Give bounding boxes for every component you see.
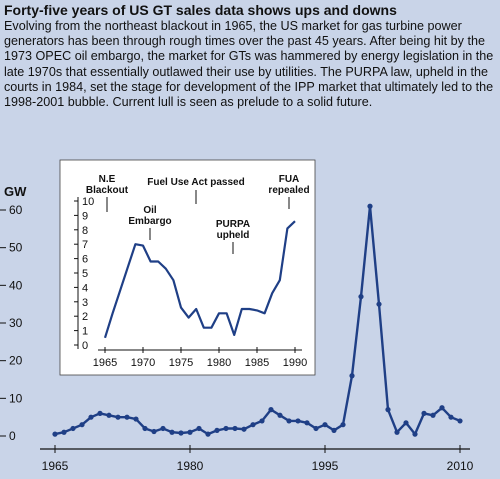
main-data-point [403,420,408,425]
main-data-point [160,426,165,431]
inset-x-tick-label: 1965 [93,357,117,369]
inset-y-tick-label: 1 [82,326,88,338]
main-data-point [313,426,318,431]
inset-y-tick-label: 5 [82,268,88,280]
inset-y-tick-label: 8 [82,225,88,237]
main-x-tick-label: 2010 [447,459,474,473]
inset-annotation-label: upheld [217,230,250,241]
main-y-tick-label: 60 [9,203,23,217]
main-x-tick-label: 1995 [312,459,339,473]
main-data-point [367,204,372,209]
inset-y-tick-label: 2 [82,311,88,323]
inset-x-tick-label: 1990 [283,357,307,369]
inset-annotation-label: Oil [143,205,157,216]
main-data-point [142,426,147,431]
main-y-tick-label: 30 [9,316,23,330]
main-data-point [241,427,246,432]
main-y-tick-label: 0 [9,429,16,443]
main-y-axis-label: GW [4,184,27,199]
main-data-point [268,407,273,412]
main-data-point [439,405,444,410]
inset-y-tick-label: 4 [82,282,88,294]
main-data-point [448,415,453,420]
main-data-point [340,422,345,427]
main-data-point [61,430,66,435]
main-y-tick-label: 50 [9,241,23,255]
main-data-point [295,418,300,423]
main-data-point [232,426,237,431]
main-data-point [223,426,228,431]
main-data-point [331,428,336,433]
main-data-point [214,428,219,433]
inset-x-tick-label: 1970 [131,357,155,369]
main-data-point [88,415,93,420]
inset-y-tick-label: 0 [82,340,88,352]
main-data-point [277,413,282,418]
main-data-point [376,302,381,307]
main-x-tick-label: 1980 [177,459,204,473]
main-data-point [430,413,435,418]
main-data-point [124,415,129,420]
inset-y-tick-label: 6 [82,254,88,266]
main-data-point [304,420,309,425]
main-data-point [79,422,84,427]
main-data-point [421,411,426,416]
main-data-point [52,432,57,437]
main-data-point [259,418,264,423]
inset-y-tick-label: 9 [82,210,88,222]
main-data-point [115,415,120,420]
main-y-tick-label: 20 [9,354,23,368]
main-data-point [106,413,111,418]
inset-y-tick-label: 3 [82,297,88,309]
inset-annotation-label: Blackout [86,185,129,196]
inset-y-tick-label: 10 [82,196,94,208]
main-data-point [322,422,327,427]
inset-x-tick-label: 1985 [245,357,269,369]
main-data-point [250,422,255,427]
main-data-point [358,294,363,299]
inset-annotation-label: N.E [99,174,116,185]
main-y-tick-label: 40 [9,278,23,292]
main-data-point [133,416,138,421]
main-data-point [385,407,390,412]
main-data-point [412,432,417,437]
inset-x-tick-label: 1975 [169,357,193,369]
main-data-point [169,430,174,435]
main-y-tick-label: 10 [9,391,23,405]
main-data-point [178,430,183,435]
inset-annotation-label: FUA [279,174,300,185]
main-data-point [349,373,354,378]
inset-annotation-label: Embargo [128,216,171,227]
inset-annotation-label: PURPA [216,219,250,230]
main-data-point [97,411,102,416]
main-data-point [151,429,156,434]
main-data-point [187,430,192,435]
inset-x-tick-label: 1980 [207,357,231,369]
main-data-point [196,426,201,431]
main-data-point [70,426,75,431]
main-data-point [286,418,291,423]
main-data-point [205,432,210,437]
main-data-point [394,430,399,435]
main-data-point [457,418,462,423]
inset-annotation-label: repealed [268,185,309,196]
inset-annotation-label: Fuel Use Act passed [147,177,244,188]
inset-y-tick-label: 7 [82,239,88,251]
main-x-tick-label: 1965 [42,459,69,473]
